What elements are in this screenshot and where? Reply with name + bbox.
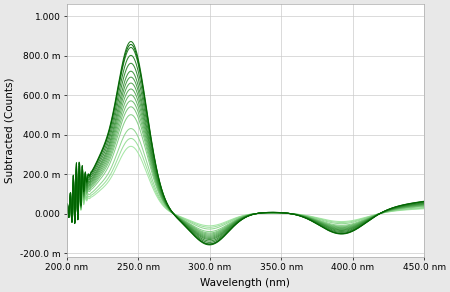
Y-axis label: Subtracted (Counts): Subtracted (Counts) [4, 78, 14, 183]
X-axis label: Wavelength (nm): Wavelength (nm) [201, 278, 290, 288]
